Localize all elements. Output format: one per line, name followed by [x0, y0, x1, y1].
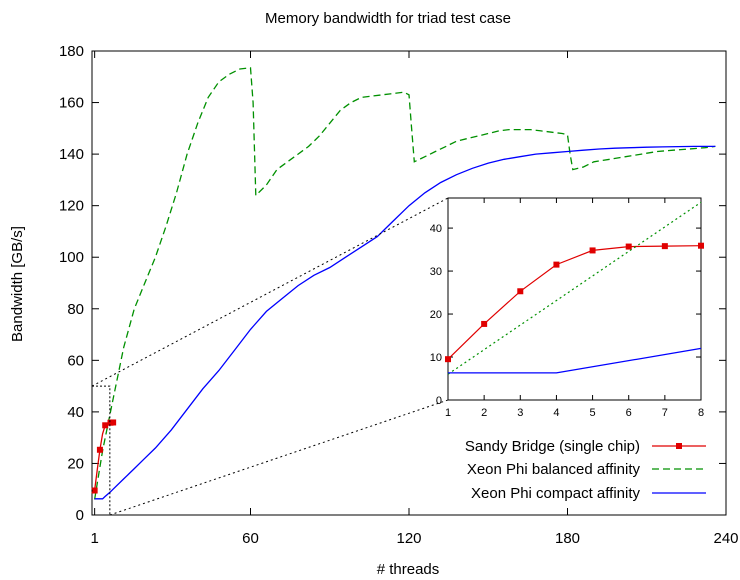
- inset-x-tick-label: 6: [626, 407, 632, 419]
- y-tick-label: 60: [67, 352, 84, 369]
- legend-entry-label: Xeon Phi balanced affinity: [467, 461, 641, 478]
- y-tick-label: 100: [59, 249, 84, 266]
- zoom-connector: [92, 198, 448, 386]
- inset-data-point-marker: [481, 321, 487, 327]
- inset-x-tick-label: 3: [517, 407, 523, 419]
- legend-entry-label: Sandy Bridge (single chip): [465, 438, 640, 455]
- chart-title: Memory bandwidth for triad test case: [265, 10, 511, 27]
- x-tick-label: 240: [713, 530, 738, 547]
- data-point-marker: [92, 488, 98, 494]
- legend: Sandy Bridge (single chip) Xeon Phi balan…: [465, 438, 706, 502]
- x-tick-label: 60: [242, 530, 259, 547]
- zoom-connector: [110, 400, 448, 515]
- inset-data-point-marker: [698, 243, 704, 249]
- y-tick-label: 0: [76, 507, 84, 524]
- data-point-marker: [110, 419, 116, 425]
- inset-data-point-marker: [517, 288, 523, 294]
- y-tick-label: 40: [67, 404, 84, 421]
- inset-data-point-marker: [662, 243, 668, 249]
- inset-x-tick-label: 7: [662, 407, 668, 419]
- inset-y-tick-label: 30: [430, 266, 442, 278]
- y-tick-label: 180: [59, 43, 84, 60]
- inset-data-point-marker: [553, 262, 559, 268]
- y-tick-label: 140: [59, 146, 84, 163]
- data-point-marker: [97, 447, 103, 453]
- y-tick-label: 120: [59, 198, 84, 215]
- y-tick-label: 20: [67, 455, 84, 472]
- x-tick-label: 120: [396, 530, 421, 547]
- y-axis-label: Bandwidth [GB/s]: [9, 226, 26, 342]
- inset-data-point-marker: [626, 244, 632, 250]
- x-tick-label: 180: [555, 530, 580, 547]
- legend-entry-label: Xeon Phi compact affinity: [471, 485, 640, 502]
- x-axis-label: # threads: [377, 561, 440, 578]
- inset-x-tick-label: 5: [590, 407, 596, 419]
- data-point-marker: [102, 422, 108, 428]
- inset-x-tick-label: 8: [698, 407, 704, 419]
- inset-y-tick-label: 10: [430, 352, 442, 364]
- inset-x-tick-label: 4: [553, 407, 559, 419]
- inset-data-point-marker: [590, 247, 596, 253]
- inset-y-tick-label: 0: [436, 395, 442, 407]
- inset-y-tick-label: 20: [430, 309, 442, 321]
- y-tick-label: 160: [59, 95, 84, 112]
- legend-entry-marker: [676, 443, 682, 449]
- y-tick-label: 80: [67, 301, 84, 318]
- inset-x-tick-label: 1: [445, 407, 451, 419]
- inset-y-tick-label: 40: [430, 223, 442, 235]
- inset-data-point-marker: [445, 356, 451, 362]
- inset-x-tick-label: 2: [481, 407, 487, 419]
- x-tick-label: 1: [90, 530, 98, 547]
